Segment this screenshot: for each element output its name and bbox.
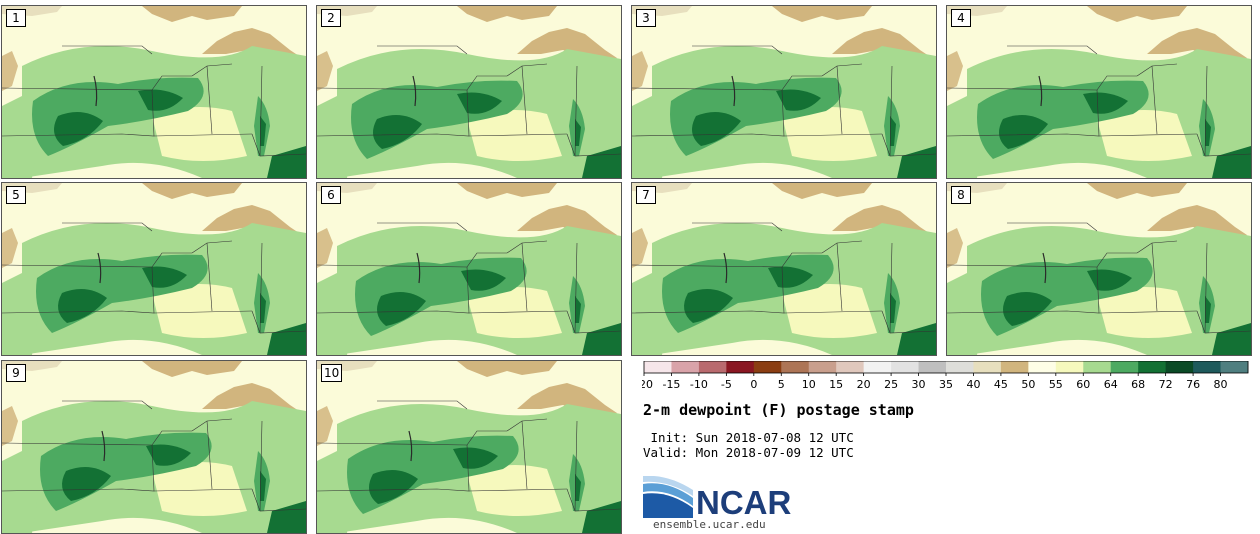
- colorbar-segment: [753, 361, 782, 373]
- colorbar-tick-label: 76: [1186, 378, 1200, 391]
- colorbar-segment: [863, 361, 892, 373]
- dewpoint-map: [632, 6, 936, 178]
- ensemble-member-panel: 4: [946, 5, 1252, 179]
- colorbar-segment: [781, 361, 810, 373]
- member-number-label: 4: [951, 9, 971, 27]
- member-number-label: 2: [321, 9, 341, 27]
- colorbar-segment: [1028, 361, 1057, 373]
- ensemble-member-panel: 8: [946, 182, 1252, 356]
- colorbar-tick-label: 20: [857, 378, 871, 391]
- colorbar-tick-label: -5: [721, 378, 732, 391]
- colorbar-segment: [891, 361, 920, 373]
- colorbar-tick-label: 72: [1159, 378, 1173, 391]
- colorbar-segment: [1220, 361, 1249, 373]
- dewpoint-map: [2, 6, 306, 178]
- colorbar-segment: [671, 361, 700, 373]
- colorbar-tick-label: 64: [1104, 378, 1118, 391]
- logo-url: ensemble.ucar.edu: [653, 518, 766, 531]
- ncar-logo: NCAR: [643, 476, 791, 518]
- member-number-label: 5: [6, 186, 26, 204]
- colorbar-tick-label: 45: [994, 378, 1008, 391]
- member-number-label: 6: [321, 186, 341, 204]
- dewpoint-map: [317, 6, 621, 178]
- colorbar-segment: [1110, 361, 1139, 373]
- ensemble-member-panel: 6: [316, 182, 622, 356]
- colorbar-segment: [918, 361, 947, 373]
- ensemble-member-panel: 3: [631, 5, 937, 179]
- member-number-label: 1: [6, 9, 26, 27]
- colorbar-tick-label: -20: [642, 378, 653, 391]
- logo-text: NCAR: [696, 484, 791, 518]
- colorbar-tick-label: 30: [912, 378, 926, 391]
- colorbar-tick-label: 60: [1076, 378, 1090, 391]
- colorbar-segment: [1000, 361, 1029, 373]
- member-number-label: 3: [636, 9, 656, 27]
- colorbar-segment: [1193, 361, 1222, 373]
- ensemble-member-panel: 2: [316, 5, 622, 179]
- colorbar-segment: [808, 361, 837, 373]
- member-number-label: 7: [636, 186, 656, 204]
- colorbar-segment: [1055, 361, 1084, 373]
- colorbar-tick-label: 80: [1214, 378, 1228, 391]
- dewpoint-map: [2, 183, 306, 355]
- product-title: 2-m dewpoint (F) postage stamp: [643, 401, 914, 419]
- ensemble-member-panel: 5: [1, 182, 307, 356]
- dewpoint-map: [317, 183, 621, 355]
- colorbar-tick-label: 68: [1131, 378, 1145, 391]
- colorbar-segment: [698, 361, 727, 373]
- colorbar-tick-label: -15: [662, 378, 680, 391]
- colorbar-tick-label: 15: [829, 378, 843, 391]
- dewpoint-map: [947, 183, 1251, 355]
- colorbar-tick-label: 25: [884, 378, 898, 391]
- colorbar-segment: [946, 361, 974, 373]
- ensemble-member-panel: 1: [1, 5, 307, 179]
- valid-time: Valid: Mon 2018-07-09 12 UTC: [643, 445, 854, 460]
- ensemble-member-panel: 10: [316, 360, 622, 534]
- colorbar-segment: [1165, 361, 1194, 373]
- colorbar-segment: [726, 361, 755, 373]
- colorbar-segment: [973, 361, 1002, 373]
- colorbar-segment: [836, 361, 865, 373]
- colorbar-tick-label: 0: [750, 378, 757, 391]
- colorbar-tick-label: 50: [1021, 378, 1035, 391]
- colorbar-segment: [644, 361, 672, 373]
- dewpoint-map: [947, 6, 1251, 178]
- colorbar-tick-label: 5: [778, 378, 785, 391]
- colorbar-tick-label: 40: [966, 378, 980, 391]
- member-number-label: 9: [6, 364, 26, 382]
- member-number-label: 10: [321, 364, 343, 382]
- dewpoint-map: [2, 361, 306, 533]
- dewpoint-map: [317, 361, 621, 533]
- colorbar-tick-label: 55: [1049, 378, 1063, 391]
- colorbar-tick-label: 10: [802, 378, 816, 391]
- colorbar-tick-label: -10: [690, 378, 708, 391]
- dewpoint-colorbar: -20 -15 -10 -5 0 5 10 15 20 25 30 35 40 45 50 55 60 64 68 7…: [642, 361, 1249, 391]
- colorbar-segment: [1083, 361, 1112, 373]
- member-number-label: 8: [951, 186, 971, 204]
- dewpoint-map: [632, 183, 936, 355]
- colorbar-segment: [1138, 361, 1167, 373]
- ensemble-member-panel: 7: [631, 182, 937, 356]
- ensemble-member-panel: 9: [1, 360, 307, 534]
- init-time: Init: Sun 2018-07-08 12 UTC: [643, 430, 854, 445]
- colorbar-tick-label: 35: [939, 378, 953, 391]
